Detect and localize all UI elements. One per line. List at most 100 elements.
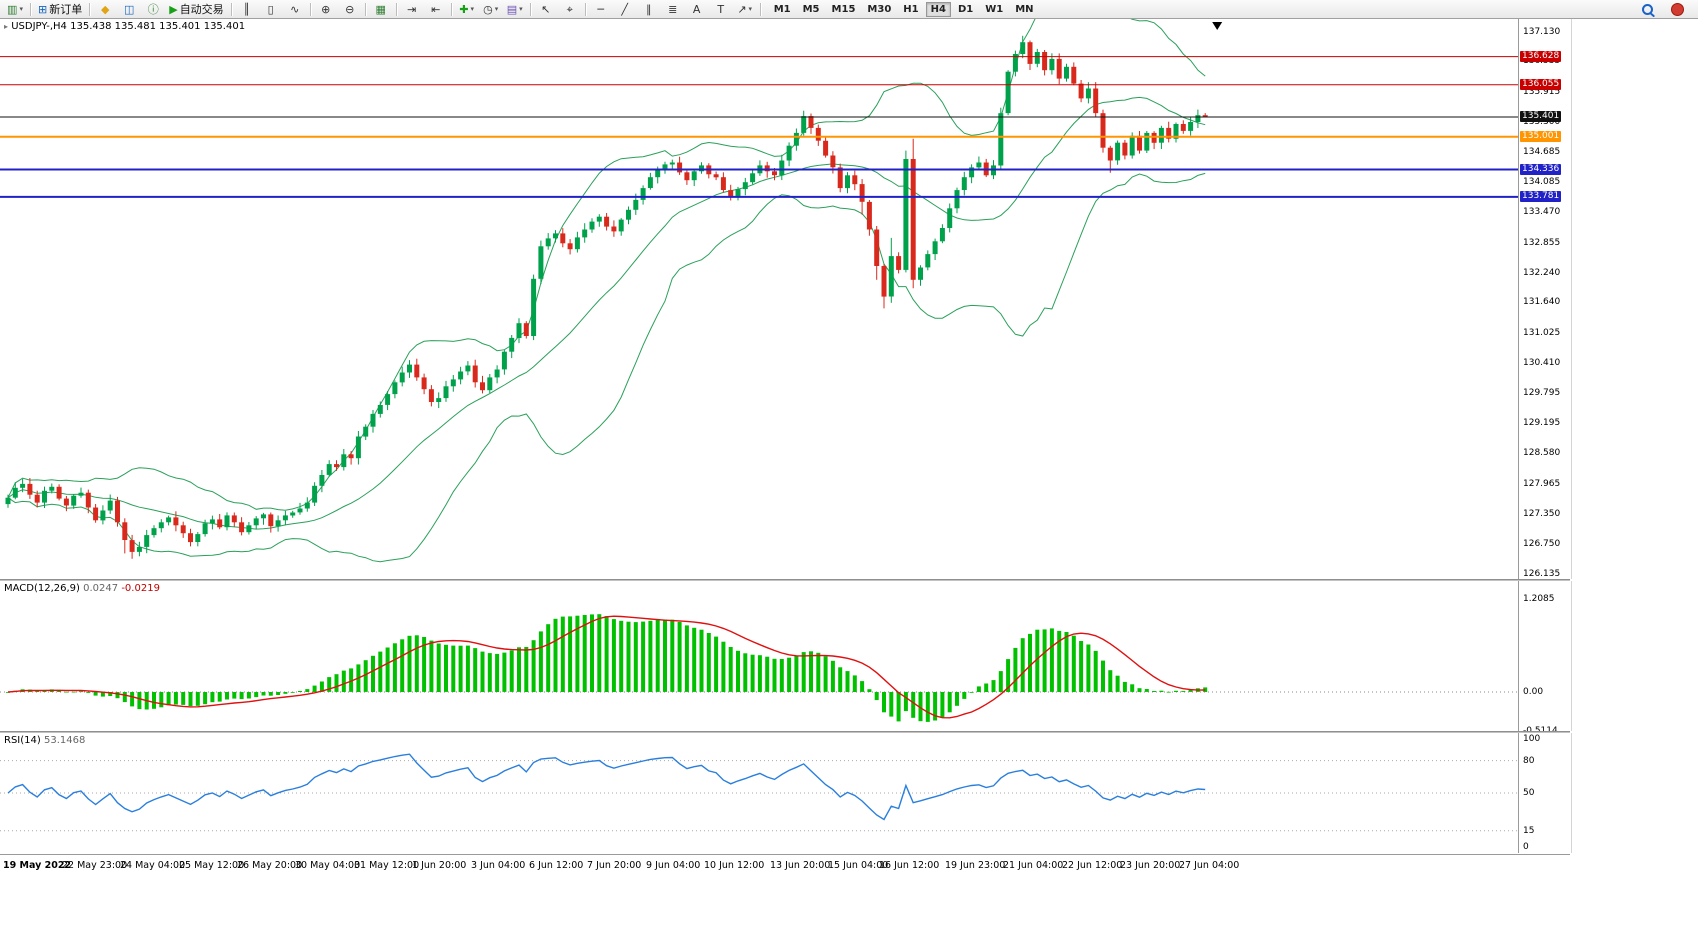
price-tick: 127.350 [1523, 509, 1561, 519]
time-label: 3 Jun 04:00 [471, 860, 526, 871]
macd-tick: 0.00 [1523, 687, 1544, 697]
rsi-tick: 100 [1523, 734, 1541, 744]
market-watch-icon: ◫ [124, 2, 135, 16]
price-tick: 128.580 [1523, 448, 1561, 458]
timeframe-mn-button[interactable]: MN [1015, 3, 1034, 15]
line-chart-button[interactable]: ∿ [284, 1, 306, 18]
community-button[interactable] [1666, 1, 1688, 18]
time-label: 19 May 2022 [3, 860, 72, 871]
fibonacci-icon: ≣ [668, 2, 678, 16]
fibonacci-button[interactable]: ≣ [662, 1, 684, 18]
dropdown-caret-icon: ▾ [19, 5, 23, 13]
time-label: 26 May 20:00 [237, 860, 303, 871]
price-tick: 132.240 [1523, 268, 1561, 278]
metaeditor-button[interactable]: ◆ [94, 1, 116, 18]
strategy-tester-button[interactable]: ⓘ [142, 1, 164, 18]
time-label: 22 May 23:00 [62, 860, 128, 871]
rsi-panel: RSI(14) 53.1468 100 80 50 15 0 [0, 733, 1572, 853]
tile-windows-button[interactable]: ▦ [370, 1, 392, 18]
chart-shift-button[interactable]: ⇤ [425, 1, 447, 18]
rsi-axis[interactable]: 100 80 50 15 0 [1518, 733, 1572, 853]
toolbar-right [1635, 1, 1695, 18]
timeframe-w1-button[interactable]: W1 [985, 3, 1004, 15]
rsi-chart[interactable] [0, 733, 1518, 853]
indicators-icon: ✚ [459, 2, 469, 16]
crosshair-icon: ⌖ [566, 2, 573, 16]
periods-icon: ◷ [483, 2, 493, 16]
main-chart-panel: ▸ USDJPY-,H4 135.438 135.481 135.401 135… [0, 19, 1572, 579]
splitter-macd-rsi[interactable] [0, 731, 1570, 733]
arrows-button[interactable]: ↗ ▾ [734, 1, 756, 18]
new-order-icon: ⊞ [38, 2, 48, 16]
toolbar-group: ⊕ ⊖ [314, 1, 362, 18]
splitter-main-macd[interactable] [0, 579, 1570, 581]
time-label: 13 Jun 20:00 [770, 860, 831, 871]
toolbar-separator [584, 2, 586, 16]
time-label: 1 Jun 20:00 [412, 860, 467, 871]
zoom-in-button[interactable]: ⊕ [315, 1, 337, 18]
candlestick-chart-button[interactable]: ▯ [260, 1, 282, 18]
macd-chart[interactable] [0, 581, 1518, 731]
price-tick: 129.195 [1523, 418, 1561, 428]
search-button[interactable] [1636, 1, 1658, 18]
candlestick-chart[interactable] [0, 19, 1518, 579]
timeframe-m1-button[interactable]: M1 [773, 3, 791, 15]
trendline-button[interactable]: ╱ [614, 1, 636, 18]
dropdown-caret-icon: ▾ [748, 5, 753, 13]
timeframe-m5-button[interactable]: M5 [802, 3, 820, 15]
market-watch-button[interactable]: ◫ [118, 1, 140, 18]
price-badge-134.336: 134.336 [1520, 164, 1562, 175]
cursor-button[interactable]: ↖ [535, 1, 557, 18]
text-label-icon: T [717, 2, 725, 16]
price-tick: 131.640 [1523, 297, 1561, 307]
indicators-button[interactable]: ✚ ▾ [456, 1, 478, 18]
time-axis[interactable]: 19 May 2022 22 May 23:00 24 May 04:00 25 Ma… [0, 854, 1570, 876]
toolbar-separator [309, 2, 311, 16]
timeframe-m30-button[interactable]: M30 [867, 3, 892, 15]
chart-window-button[interactable]: ▥ ▾ [4, 1, 26, 18]
text-label-button[interactable]: T [710, 1, 732, 18]
zoom-out-icon: ⊖ [345, 2, 355, 16]
timeframe-d1-button[interactable]: D1 [957, 3, 974, 15]
price-badge-135.001: 135.001 [1520, 131, 1562, 142]
toolbar-groups: ▥ ▾ ⊞ 新订单 ◆ ◫ ⓘ ▶ 自动交易 ║ ▯ ∿ ⊕ ⊖ ▦ ⇥ ⇤ ✚ ▾ ◷ ▾ ▤ ▾ ↖ ⌖ ─ ╱ ∥ ≣ A T ↗ ▾ [3, 1, 757, 18]
zoom-out-button[interactable]: ⊖ [339, 1, 361, 18]
chart-window-icon: ▥ [7, 2, 18, 16]
templates-icon: ▤ [506, 2, 518, 16]
price-tick: 126.135 [1523, 569, 1561, 579]
chart-shift-icon: ⇤ [431, 2, 441, 16]
price-axis[interactable]: 137.130136.535135.915135.300134.685134.0… [1518, 19, 1572, 579]
templates-button[interactable]: ▤ ▾ [504, 1, 526, 18]
time-label: 24 May 04:00 [120, 860, 186, 871]
line-chart-icon: ∿ [290, 2, 300, 16]
toolbar-separator [89, 2, 91, 16]
time-label: 16 Jun 12:00 [879, 860, 940, 871]
timeframe-h4-button[interactable]: H4 [925, 1, 951, 17]
equidistant-channel-button[interactable]: ∥ [638, 1, 660, 18]
horizontal-line-button[interactable]: ─ [590, 1, 612, 18]
toolbar-group: ↖ ⌖ [534, 1, 582, 18]
toolbar-separator [30, 2, 31, 16]
bar-chart-button[interactable]: ║ [236, 1, 258, 18]
timeframe-h1-button[interactable]: H1 [903, 3, 919, 15]
new-order-button[interactable]: ⊞ 新订单 [35, 1, 85, 18]
zoom-in-icon: ⊕ [321, 2, 331, 16]
timeframe-m15-button[interactable]: M15 [831, 3, 856, 15]
toolbar-group: ⇥ ⇤ [400, 1, 448, 18]
rsi-tick: 80 [1523, 756, 1535, 766]
crosshair-button[interactable]: ⌖ [559, 1, 581, 18]
auto-scroll-icon: ⇥ [407, 2, 417, 16]
time-label: 6 Jun 12:00 [529, 860, 584, 871]
trendline-icon: ╱ [621, 2, 628, 16]
time-label: 9 Jun 04:00 [646, 860, 701, 871]
toolbar-group: ─ ╱ ∥ ≣ A T ↗ ▾ [589, 1, 757, 18]
autotrade-button[interactable]: ▶ 自动交易 [166, 1, 226, 18]
price-tick: 132.855 [1523, 238, 1561, 248]
auto-scroll-button[interactable]: ⇥ [401, 1, 423, 18]
text-button[interactable]: A [686, 1, 708, 18]
toolbar-separator [759, 2, 761, 16]
autotrade-label: 自动交易 [179, 3, 224, 16]
periods-button[interactable]: ◷ ▾ [480, 1, 502, 18]
